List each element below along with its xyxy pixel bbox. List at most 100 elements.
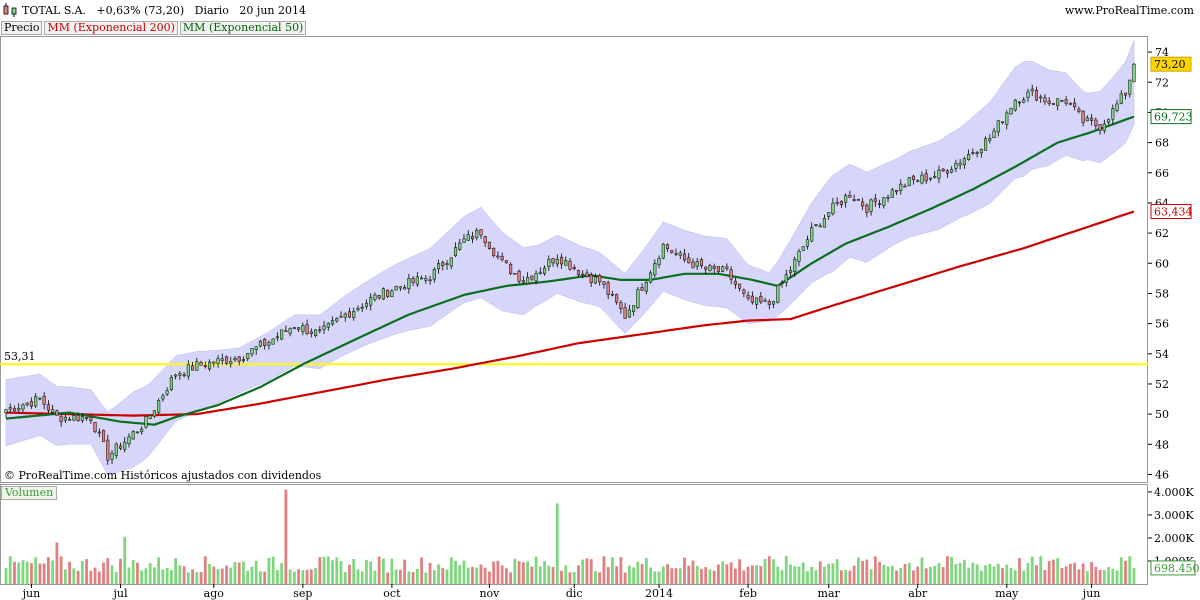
candle	[275, 332, 279, 342]
candle-body	[996, 120, 1000, 133]
candle-body	[449, 257, 453, 267]
candle	[377, 294, 381, 300]
volume-bar	[1035, 565, 1038, 584]
candle	[1107, 118, 1111, 125]
candle-body	[106, 439, 110, 461]
candle-body	[165, 390, 169, 395]
legend-price[interactable]: Precio	[1, 21, 43, 35]
legend-ema200[interactable]: MM (Exponencial 200)	[44, 21, 178, 35]
volume-bar	[220, 568, 224, 584]
candle	[216, 354, 220, 368]
price-tick-label: 72	[1155, 76, 1169, 89]
candle-body	[63, 416, 67, 421]
candle	[420, 275, 424, 280]
volume-bar	[670, 568, 674, 584]
candle	[157, 398, 161, 415]
volume-bar	[882, 564, 886, 584]
chart-title: TOTAL S.A. +0,63% (73,20) Diario 20 jun …	[22, 4, 306, 17]
candle-body	[665, 244, 670, 250]
volume-bar	[195, 571, 199, 584]
candle-body	[564, 260, 568, 266]
legend-ema50[interactable]: MM (Exponencial 50)	[179, 21, 307, 35]
volume-bar	[123, 536, 127, 584]
candle	[623, 302, 627, 319]
candle	[453, 242, 458, 258]
volume-bar	[827, 563, 831, 584]
candle-body	[971, 152, 975, 154]
volume-bar	[678, 568, 682, 584]
volume-bar	[318, 557, 322, 584]
candle	[114, 442, 118, 459]
candle	[258, 339, 262, 348]
volume-bar	[110, 565, 114, 584]
candle-body	[309, 331, 313, 334]
candle	[1064, 96, 1068, 106]
candle	[759, 291, 763, 304]
volume-bar	[886, 566, 890, 584]
candle	[250, 347, 254, 357]
volume-bar	[636, 561, 640, 584]
volume-bar	[1128, 556, 1132, 584]
candle	[411, 276, 415, 286]
volume-label[interactable]: Volumen	[1, 486, 58, 500]
volume-bar	[93, 567, 97, 584]
candle	[581, 270, 585, 279]
candle	[318, 325, 322, 334]
candle-body	[148, 415, 152, 419]
candle	[229, 356, 233, 368]
candle	[704, 266, 708, 274]
ema200-value-tag-box	[1150, 203, 1192, 219]
candle-body	[118, 445, 123, 449]
volume-bar	[1094, 566, 1098, 584]
volume-bar	[51, 560, 55, 584]
candle-body	[509, 264, 513, 274]
candle	[538, 267, 542, 275]
volume-bar	[1047, 561, 1051, 584]
candle	[517, 269, 521, 284]
candle-body	[292, 327, 296, 329]
site-url[interactable]: www.ProRealTime.com	[1064, 4, 1194, 17]
candle	[500, 252, 504, 262]
candle	[907, 176, 911, 187]
candle-body	[68, 418, 72, 421]
volume-bar	[411, 572, 415, 584]
candle-body	[920, 174, 924, 184]
candle	[487, 241, 491, 250]
volume-bar	[199, 572, 203, 584]
candle-body	[224, 356, 229, 364]
candle-body	[21, 404, 25, 410]
candle	[432, 267, 436, 283]
candle-body	[907, 177, 911, 187]
volume-bar	[259, 571, 262, 584]
candle-body	[1115, 103, 1119, 111]
candle	[551, 258, 555, 267]
volume-bar	[890, 565, 894, 584]
volume-bar	[492, 561, 496, 584]
candle-body	[619, 302, 623, 310]
candle-body	[420, 277, 424, 280]
candle	[894, 189, 899, 195]
candle	[237, 356, 241, 366]
candle	[191, 361, 195, 371]
candle	[394, 285, 398, 291]
volume-bar	[924, 568, 928, 584]
month-label: abr	[908, 587, 928, 600]
candle-body	[1073, 102, 1077, 108]
candle	[742, 288, 746, 298]
candle	[882, 196, 886, 209]
candle-body	[152, 410, 156, 417]
ema50-line	[5, 115, 1135, 426]
candle-body	[878, 203, 882, 205]
volume-bar	[34, 557, 38, 584]
candle-body	[1068, 102, 1072, 105]
price-tick-label: 54	[1155, 348, 1169, 361]
candle-body	[984, 138, 988, 151]
candle-body	[1060, 100, 1064, 102]
candle-body	[615, 294, 619, 303]
candle	[1013, 99, 1017, 112]
candle-body	[725, 266, 729, 269]
candle	[203, 361, 207, 369]
candle	[55, 409, 59, 416]
candle	[1102, 119, 1106, 134]
